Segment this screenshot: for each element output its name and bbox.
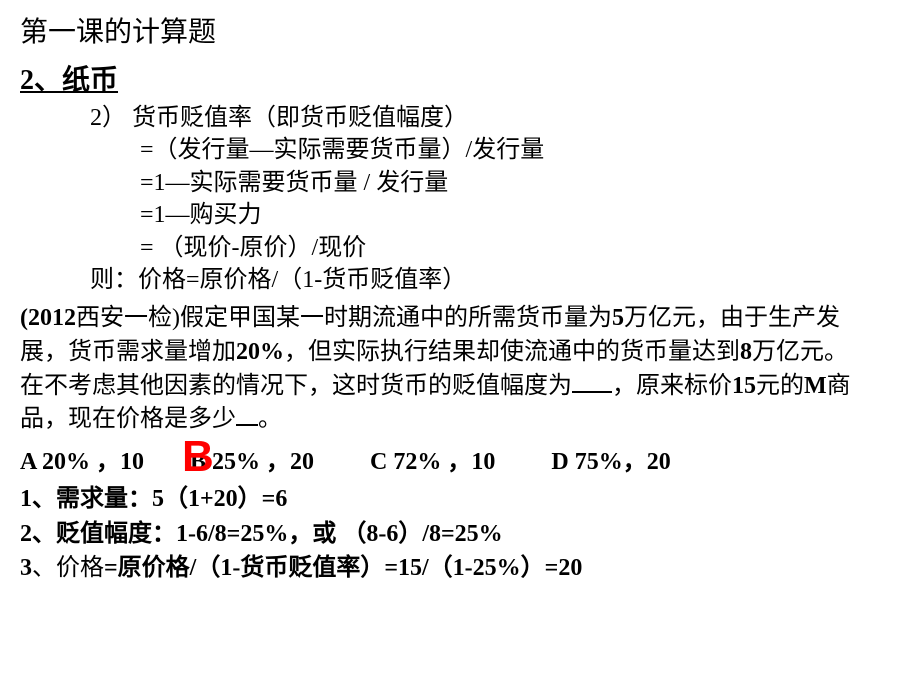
q-num1: 5 [612, 305, 624, 331]
blank-2 [236, 406, 258, 426]
solution-line-2: 2、贬值幅度：1-6/8=25%，或 （8-6）/8=25% [20, 517, 860, 552]
formula-3: =1—购买力 [20, 199, 860, 231]
sol3-mid: 、价格 [32, 555, 104, 581]
price-rule: 则：价格=原价格/（1-货币贬值率） [20, 264, 860, 296]
q-mid4: ，原来标价 [612, 373, 732, 399]
blank-1 [572, 373, 612, 393]
source-prefix: (2012 [20, 305, 76, 331]
q-pct1: 20% [236, 339, 284, 365]
question-text: (2012西安一检)假定甲国某一时期流通中的所需货币量为5万亿元，由于生产发展，… [20, 302, 860, 436]
option-a: A 20% ，10 [20, 441, 144, 476]
formula-block: 2） 货币贬值率（即货币贬值幅度） =（发行量—实际需要货币量）/发行量 =1—… [20, 102, 860, 296]
formula-4: = （现价-原价）/现价 [20, 232, 860, 264]
q-mid5: 元的 [756, 373, 804, 399]
option-c: C 72% ，10 [370, 441, 495, 476]
sol3-num: 3 [20, 555, 32, 581]
formula-1: =（发行量—实际需要货币量）/发行量 [20, 134, 860, 166]
sub-header: 2） 货币贬值率（即货币贬值幅度） [20, 102, 860, 134]
options-row: A 20% ，10 B 25% ，20 C 72% ，10 D 75%，20 B [20, 441, 860, 476]
page-title: 第一课的计算题 [20, 10, 860, 50]
section-header: 2、纸币 [20, 58, 860, 98]
q-num2: 8 [740, 339, 752, 365]
sol3-bold: =原价格/（1-货币贬值率）=15/（1-25%）=20 [104, 555, 582, 581]
q-tail: 。 [258, 406, 282, 432]
q-num3: 15 [732, 373, 756, 399]
solution-line-1: 1、需求量：5（1+20）=6 [20, 482, 860, 517]
answer-mark: B [182, 435, 214, 479]
solution-line-3: 3、价格=原价格/（1-货币贬值率）=15/（1-25%）=20 [20, 551, 860, 586]
q-mid2: ，但实际执行结果却使流通中的货币量达到 [284, 339, 740, 365]
option-d: D 75%，20 [551, 441, 670, 476]
formula-2: =1—实际需要货币量 / 发行量 [20, 167, 860, 199]
solution-block: 1、需求量：5（1+20）=6 2、贬值幅度：1-6/8=25%，或 （8-6）… [20, 482, 860, 586]
q-m: M [804, 373, 827, 399]
source-rest: 西安一检) [76, 305, 180, 331]
q-pre: 假定甲国某一时期流通中的所需货币量为 [180, 305, 612, 331]
